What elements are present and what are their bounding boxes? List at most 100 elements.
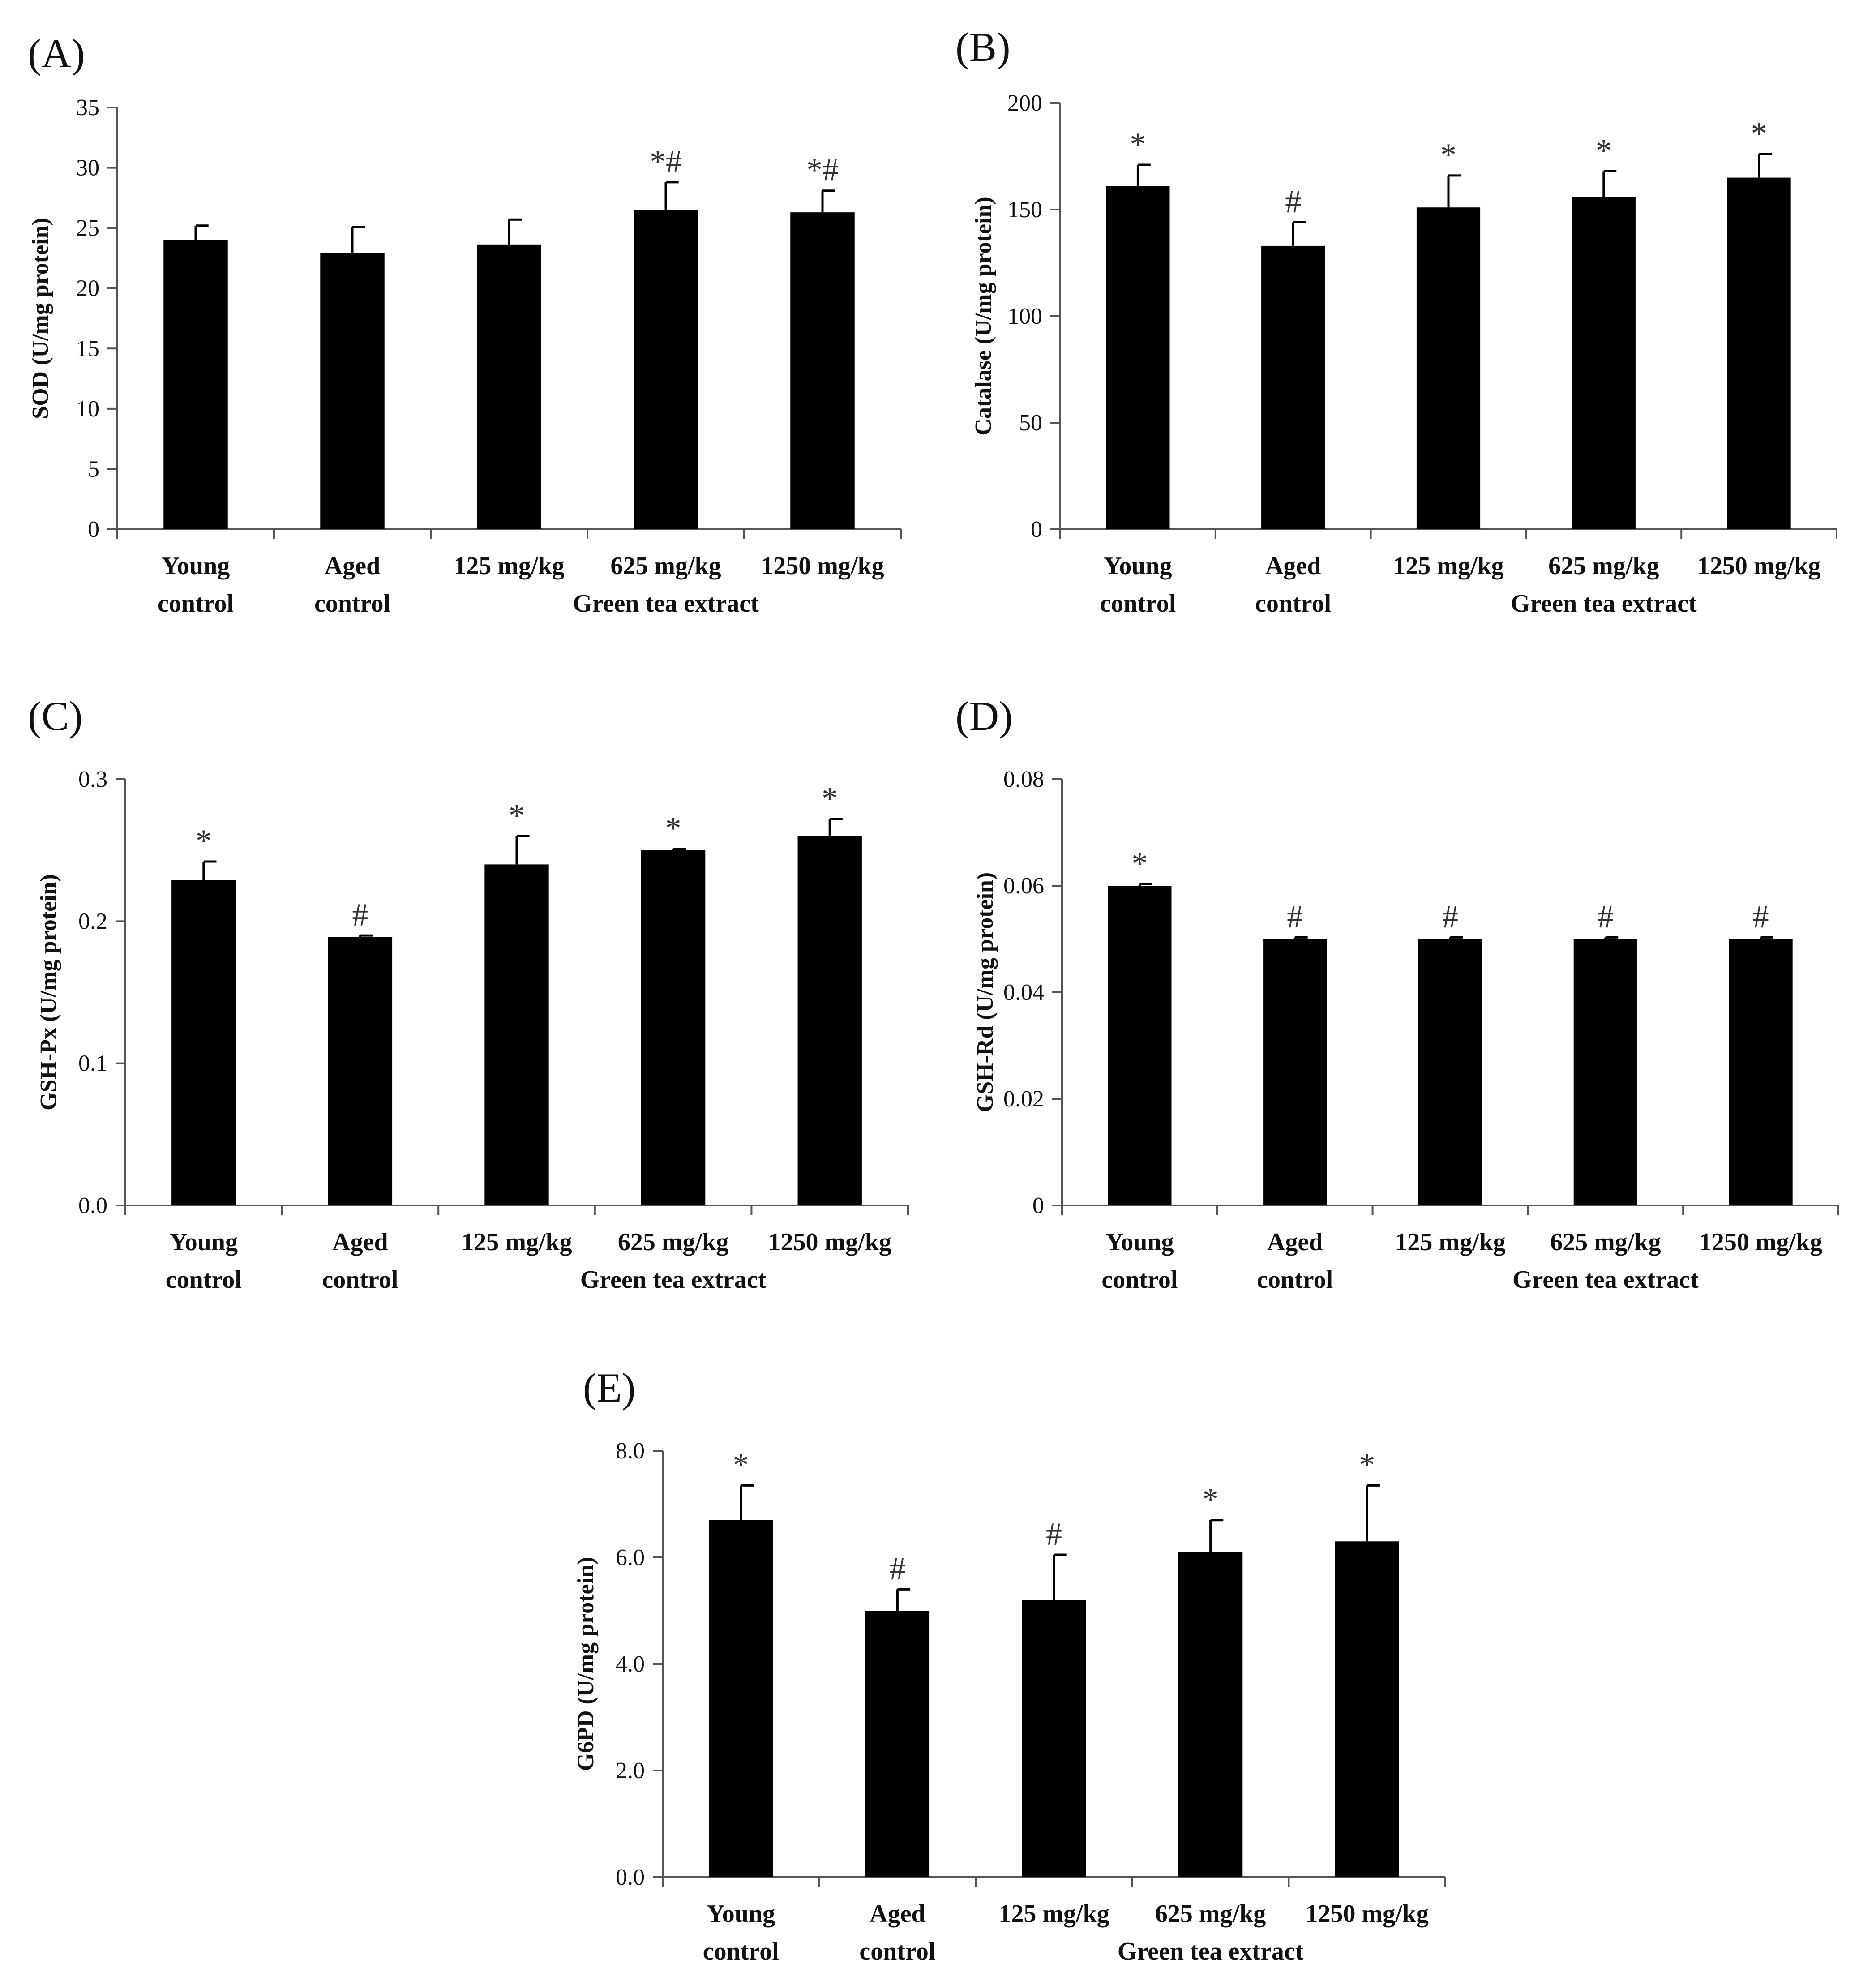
y-tick-label: 10 <box>76 396 99 422</box>
category-label: Young <box>707 1900 775 1928</box>
y-tick-label: 0 <box>88 517 99 542</box>
category-label: control <box>703 1938 779 1965</box>
category-label: 125 mg/kg <box>461 1228 572 1256</box>
bar-1 <box>171 880 236 1205</box>
bar-5 <box>790 212 855 529</box>
significance-marker: *# <box>806 152 839 188</box>
y-tick-label: 0.08 <box>1003 767 1044 792</box>
group-label: Green tea extract <box>573 590 759 617</box>
y-tick-label: 0.3 <box>78 767 107 792</box>
bar-3 <box>484 864 549 1205</box>
significance-marker: * <box>1130 126 1146 162</box>
category-label: Aged <box>1267 1228 1323 1256</box>
bar-5 <box>797 836 862 1205</box>
y-axis-label: GSH-Rd (U/mg protein) <box>972 872 998 1112</box>
category-label: control <box>166 1266 242 1294</box>
significance-marker: * <box>1203 1482 1219 1518</box>
y-tick-label: 4.0 <box>616 1651 645 1677</box>
significance-marker: # <box>352 897 368 933</box>
category-label: 625 mg/kg <box>610 552 721 580</box>
category-label: control <box>1101 1266 1178 1294</box>
significance-marker: # <box>1442 899 1458 935</box>
bar-3 <box>1418 939 1482 1205</box>
bar-2 <box>1261 245 1325 529</box>
y-tick-label: 8.0 <box>616 1438 645 1464</box>
significance-marker: * <box>665 810 681 846</box>
category-label: Young <box>162 552 230 580</box>
significance-marker: # <box>1287 899 1303 935</box>
category-label: 625 mg/kg <box>618 1228 728 1256</box>
significance-marker: * <box>1440 137 1456 173</box>
y-tick-label: 0.0 <box>616 1865 645 1890</box>
category-label: 625 mg/kg <box>1155 1900 1266 1928</box>
significance-marker: * <box>1131 845 1148 881</box>
category-label: Young <box>1104 552 1172 580</box>
y-axis-label: Catalase (U/mg protein) <box>971 197 996 435</box>
bar-4 <box>634 210 698 529</box>
category-label: 125 mg/kg <box>454 552 564 580</box>
y-tick-label: 0 <box>1032 1193 1044 1218</box>
bar-4 <box>641 850 706 1205</box>
bar-3 <box>1022 1600 1086 1877</box>
chart-panel-b: (B) 0 50 100 150 200 Catalase (U/mg protein) * Y… <box>955 24 1837 617</box>
category-label: control <box>859 1938 935 1965</box>
y-tick-label: 0.06 <box>1003 873 1044 899</box>
y-axis-label: GSH-Px (U/mg protein) <box>36 874 61 1111</box>
category-label: 1250 mg/kg <box>761 552 884 580</box>
category-label: control <box>1255 590 1331 617</box>
group-label: Green tea extract <box>1118 1938 1304 1965</box>
significance-marker: * <box>733 1447 749 1483</box>
category-label: Young <box>170 1228 238 1256</box>
bar-5 <box>1727 177 1791 530</box>
y-tick-label: 0 <box>1031 517 1042 542</box>
significance-marker: # <box>1598 899 1614 935</box>
bar-4 <box>1178 1552 1243 1877</box>
y-tick-label: 30 <box>76 155 99 181</box>
category-label: control <box>322 1266 398 1294</box>
significance-marker: # <box>889 1551 905 1587</box>
y-axis-label: G6PD (U/mg protein) <box>573 1557 599 1771</box>
y-tick-label: 35 <box>76 95 99 120</box>
category-label: control <box>314 590 390 617</box>
category-label: 1250 mg/kg <box>1306 1900 1429 1928</box>
panel-label: (A) <box>28 30 85 76</box>
significance-marker: * <box>509 798 525 833</box>
significance-marker: *# <box>650 144 682 180</box>
significance-marker: * <box>1751 116 1767 151</box>
bar-1 <box>709 1520 773 1877</box>
y-tick-label: 100 <box>1007 304 1042 329</box>
y-tick-label: 25 <box>76 215 99 241</box>
significance-marker: * <box>1596 133 1612 168</box>
chart-panel-c: (C) 0.0 0.1 0.2 0.3 GSH-Px (U/mg protein) * You… <box>28 693 909 1294</box>
bar-2 <box>320 253 385 529</box>
chart-panel-e: (E) 0.0 2.0 4.0 6.0 8.0 G6PD (U/mg protein) * Yo… <box>573 1365 1446 1965</box>
category-label: Aged <box>1265 552 1321 580</box>
y-tick-label: 0.0 <box>78 1193 107 1218</box>
significance-marker: * <box>822 780 838 816</box>
y-tick-label: 200 <box>1007 90 1042 116</box>
significance-marker: # <box>1046 1516 1062 1552</box>
category-label: Aged <box>332 1228 388 1256</box>
bar-3 <box>1416 207 1481 529</box>
significance-marker: # <box>1285 184 1301 220</box>
y-axis-label: SOD (U/mg protein) <box>28 218 53 419</box>
category-label: 125 mg/kg <box>1393 552 1503 580</box>
group-label: Green tea extract <box>1512 1266 1699 1294</box>
category-label: 1250 mg/kg <box>1699 1228 1822 1256</box>
category-label: 125 mg/kg <box>1395 1228 1505 1256</box>
bar-4 <box>1573 939 1637 1205</box>
panel-label: (B) <box>955 24 1011 70</box>
bar-4 <box>1572 197 1636 529</box>
bar-2 <box>1263 939 1327 1205</box>
significance-marker: * <box>1359 1447 1375 1483</box>
chart-panel-a: (A) 0 5 10 15 20 25 30 35 SOD (U/mg protein) Young… <box>28 30 902 617</box>
bar-1 <box>1106 186 1170 529</box>
category-label: 125 mg/kg <box>998 1900 1109 1928</box>
category-label: control <box>1257 1266 1333 1294</box>
panel-label: (D) <box>955 693 1013 739</box>
y-tick-label: 0.02 <box>1003 1086 1044 1112</box>
significance-marker: # <box>1753 899 1769 935</box>
chart-panel-d: (D) 0 0.02 0.04 0.06 0.08 GSH-Rd (U/mg protein… <box>955 693 1839 1294</box>
y-tick-label: 20 <box>76 276 99 301</box>
